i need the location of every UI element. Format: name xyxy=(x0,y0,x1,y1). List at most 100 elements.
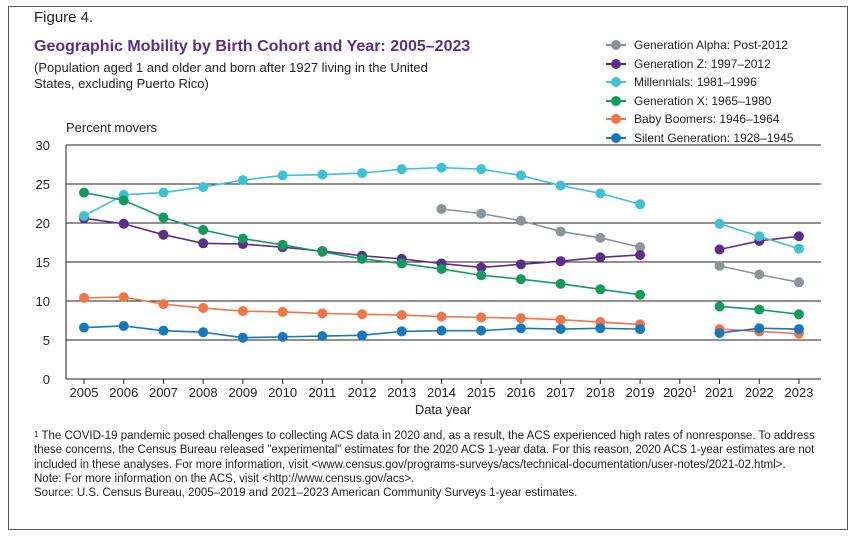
data-point xyxy=(555,324,566,335)
legend-swatch-millennials xyxy=(606,76,626,88)
x-tick-label-2014: 2014 xyxy=(427,385,456,400)
data-point xyxy=(396,258,407,269)
data-point xyxy=(396,164,407,175)
data-point xyxy=(198,327,209,338)
data-point xyxy=(436,162,447,173)
legend-swatch-generation-alpha xyxy=(606,39,626,51)
figure-title: Geographic Mobility by Birth Cohort and … xyxy=(34,38,471,55)
data-point xyxy=(515,215,526,226)
y-tick-label: 5 xyxy=(43,333,50,348)
x-tick-label-2016: 2016 xyxy=(506,385,535,400)
data-point xyxy=(118,218,129,229)
data-point xyxy=(476,208,487,219)
data-point xyxy=(158,212,169,223)
x-tick-label-2020: 20201 xyxy=(663,385,697,400)
chart-legend: Generation Alpha: Post-2012 Generation Z… xyxy=(606,36,793,147)
legend-item-generation-x: Generation X: 1965–1980 xyxy=(606,92,793,111)
data-point xyxy=(714,244,725,255)
data-point xyxy=(714,301,725,312)
footnote-1: 1 The COVID-19 pandemic posed challenges… xyxy=(34,429,824,472)
data-point xyxy=(555,278,566,289)
series-5 xyxy=(79,320,804,343)
data-point xyxy=(555,226,566,237)
data-point xyxy=(754,269,765,280)
note: Note: For more information on the ACS, v… xyxy=(34,472,415,485)
legend-swatch-generation-x xyxy=(606,95,626,107)
axes: 0 5 10 15 20 25 30 2005 2006 2007 2008 2009 2010 2011… xyxy=(36,138,821,400)
data-point xyxy=(79,210,89,221)
data-point xyxy=(793,243,804,254)
data-point xyxy=(515,323,526,334)
y-tick-label: 25 xyxy=(36,177,50,192)
data-point xyxy=(476,164,487,175)
data-point xyxy=(198,303,209,314)
legend-swatch-generation-z xyxy=(606,58,626,70)
x-tick-label-2023: 2023 xyxy=(784,385,813,400)
legend-label: Generation X: 1965–1980 xyxy=(634,93,772,108)
data-point xyxy=(79,187,89,198)
data-point xyxy=(118,320,129,331)
data-point xyxy=(198,225,209,236)
x-tick-label-2017: 2017 xyxy=(546,385,575,400)
data-point xyxy=(198,182,209,193)
x-axis-title: Data year xyxy=(415,402,472,417)
x-tick-label-2021: 2021 xyxy=(705,385,734,400)
data-point xyxy=(714,218,725,229)
figure-frame xyxy=(8,6,848,530)
data-point xyxy=(635,242,646,253)
legend-label: Silent Generation: 1928–1945 xyxy=(634,130,794,145)
data-point xyxy=(79,292,89,303)
data-point xyxy=(714,260,725,271)
x-tick-label-2006: 2006 xyxy=(109,385,138,400)
data-point xyxy=(317,169,328,180)
data-point xyxy=(595,252,606,263)
data-point xyxy=(357,253,368,264)
data-point xyxy=(515,170,526,181)
data-point xyxy=(277,170,288,181)
data-point xyxy=(635,289,646,300)
source: Source: U.S. Census Bureau, 2005–2019 an… xyxy=(34,487,578,500)
data-point xyxy=(595,188,606,199)
legend-item-generation-z: Generation Z: 1997–2012 xyxy=(606,55,793,74)
data-point xyxy=(317,308,328,319)
data-point xyxy=(396,310,407,321)
legend-swatch-silent-generation xyxy=(606,132,626,144)
data-point xyxy=(118,292,129,303)
line-chart: 0 5 10 15 20 25 30 2005 2006 2007 2008 2009 2010 2011… xyxy=(36,120,821,417)
data-point xyxy=(595,284,606,295)
data-point xyxy=(396,326,407,337)
legend-swatch-baby-boomers xyxy=(606,113,626,125)
legend-label: Millennials: 1981–1996 xyxy=(634,75,757,89)
legend-item-baby-boomers: Baby Boomers: 1946–1964 xyxy=(606,110,793,129)
footnote-1-text: The COVID-19 pandemic posed challenges t… xyxy=(34,430,815,471)
data-point xyxy=(158,187,169,198)
series-2 xyxy=(79,162,804,254)
y-axis-title: Percent movers xyxy=(66,120,158,135)
data-point xyxy=(635,199,646,210)
data-point xyxy=(158,229,169,240)
x-tick-label-2013: 2013 xyxy=(387,385,416,400)
data-point xyxy=(277,239,288,250)
legend-item-millennials: Millennials: 1981–1996 xyxy=(606,73,793,92)
data-point xyxy=(158,325,169,336)
x-tick-label-2012: 2012 xyxy=(348,385,377,400)
data-point xyxy=(237,175,248,186)
data-point xyxy=(118,195,129,206)
data-point xyxy=(793,324,804,335)
y-tick-label: 20 xyxy=(36,216,50,231)
x-tick-label-2008: 2008 xyxy=(189,385,218,400)
footnotes: 1 The COVID-19 pandemic posed challenges… xyxy=(34,429,824,500)
x-tick-label-2019: 2019 xyxy=(626,385,655,400)
legend-label: Generation Alpha: Post-2012 xyxy=(634,38,789,52)
x-tick-label-2007: 2007 xyxy=(149,385,178,400)
data-point xyxy=(198,238,209,249)
data-point xyxy=(79,322,89,333)
data-point xyxy=(277,331,288,342)
legend-label: Baby Boomers: 1946–1964 xyxy=(634,112,780,126)
data-point xyxy=(754,304,765,315)
data-point xyxy=(635,249,646,260)
series-3 xyxy=(79,187,804,320)
data-point xyxy=(555,314,566,325)
series-line xyxy=(83,191,641,296)
data-point xyxy=(277,306,288,317)
